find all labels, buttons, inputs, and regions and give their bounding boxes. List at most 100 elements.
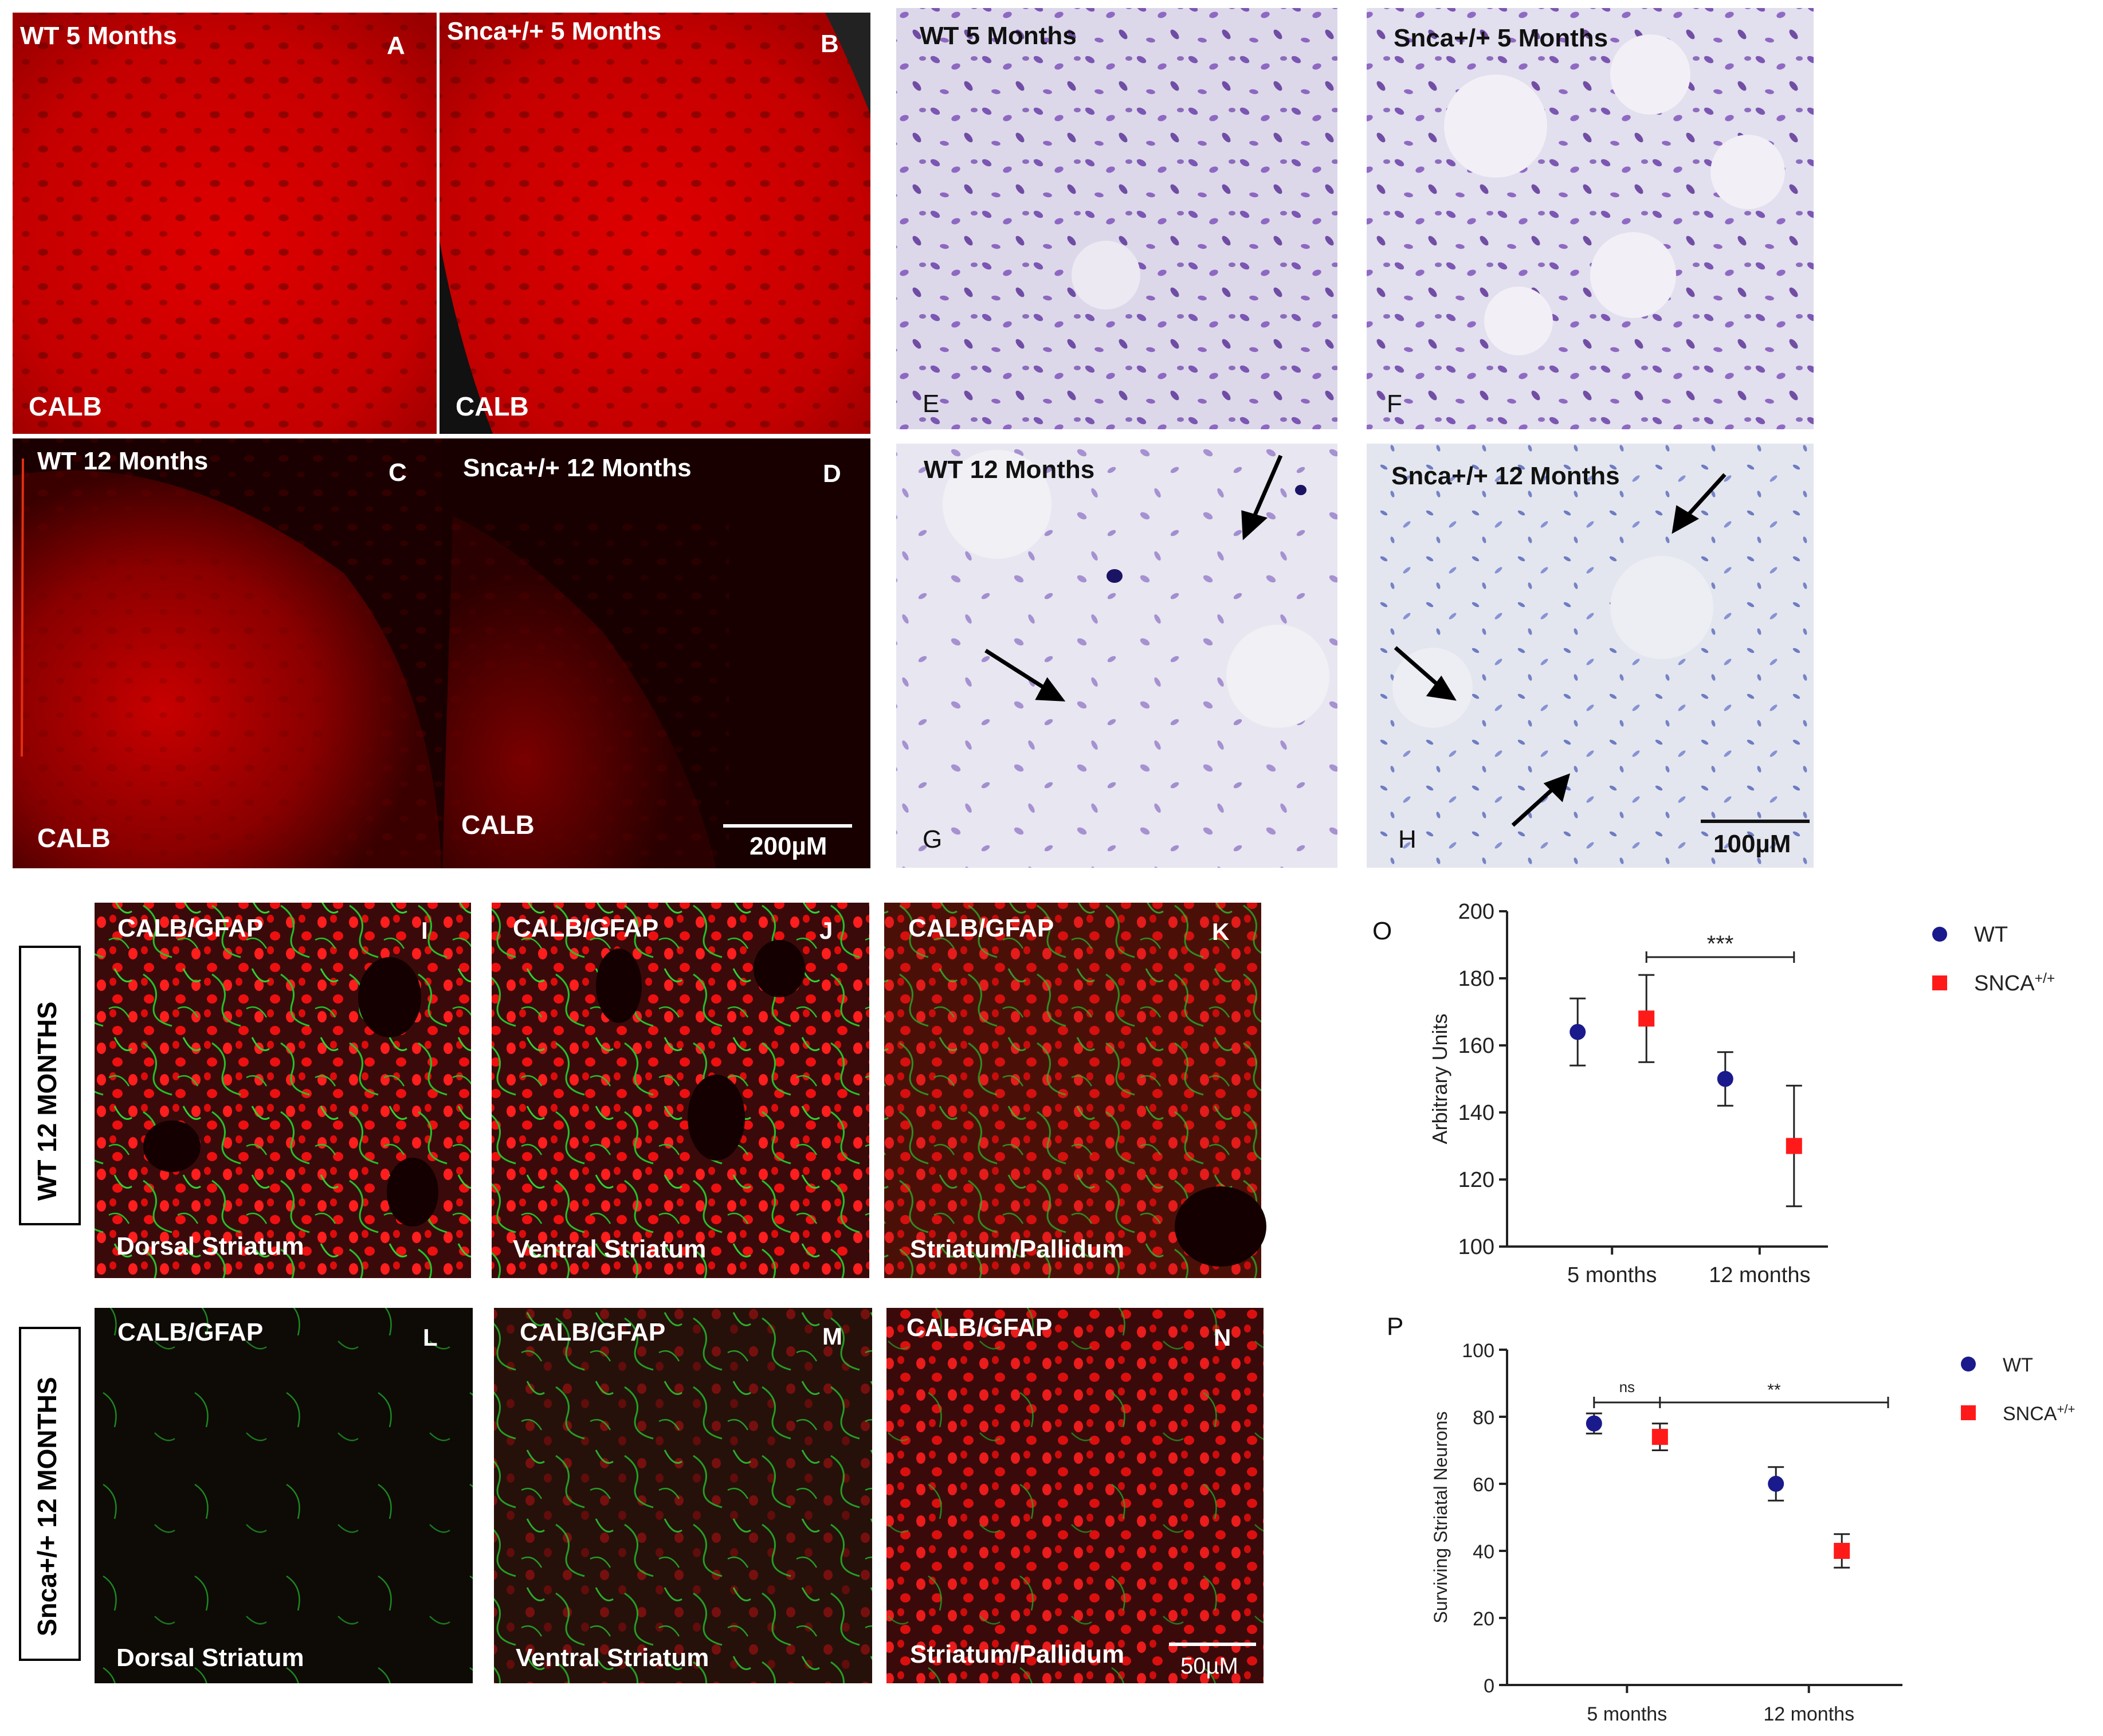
panel-l-region: Dorsal Striatum xyxy=(116,1644,304,1672)
panel-h-title: Snca+/+ 12 Months xyxy=(1391,462,1620,490)
panel-c-image xyxy=(13,438,451,868)
data-point-wt xyxy=(1768,1476,1784,1492)
panel-a-title: WT 5 Months xyxy=(20,22,177,50)
panel-h-letter: H xyxy=(1398,825,1417,853)
panel-g-letter: G xyxy=(923,825,943,853)
x-tick-label: 12 months xyxy=(1763,1703,1854,1725)
sig-label: *** xyxy=(1707,931,1734,957)
legend-label: SNCA+/+ xyxy=(2003,1402,2075,1425)
y-tick-label: 180 xyxy=(1458,967,1494,991)
y-tick-label: 20 xyxy=(1473,1608,1494,1630)
panel-m-region: Ventral Striatum xyxy=(516,1644,709,1672)
panel-h-arrows xyxy=(1394,473,1727,827)
x-tick-label: 12 months xyxy=(1709,1263,1810,1287)
panel-d-scale-bar xyxy=(723,824,852,828)
panel-j-letter: J xyxy=(819,917,833,944)
y-tick-label: 60 xyxy=(1473,1474,1494,1496)
y-tick-label: 100 xyxy=(1458,1235,1494,1259)
data-point-snca xyxy=(1834,1543,1850,1559)
x-tick-label: 5 months xyxy=(1567,1263,1657,1287)
panel-b-letter: B xyxy=(821,30,839,58)
row-label-wt-box xyxy=(19,946,81,1225)
panel-l-image xyxy=(95,1308,473,1683)
panel-l-letter: L xyxy=(423,1324,438,1351)
chart-o-letter: O xyxy=(1372,917,1392,945)
panel-g-arrows xyxy=(984,454,1283,702)
panel-k-letter: K xyxy=(1212,918,1230,945)
y-axis-label: Arbitrary Units xyxy=(1428,1013,1451,1144)
y-tick-label: 160 xyxy=(1458,1034,1494,1058)
panel-e-image xyxy=(896,8,1337,429)
y-tick-label: 0 xyxy=(1484,1675,1494,1697)
panel-n-letter: N xyxy=(1214,1324,1231,1351)
panel-h-scale-bar xyxy=(1701,820,1810,823)
chart-p-letter: P xyxy=(1387,1312,1404,1341)
panel-n-scale-bar xyxy=(1169,1643,1256,1646)
y-tick-label: 80 xyxy=(1473,1407,1494,1429)
panel-h-image xyxy=(1367,444,1814,868)
panel-j-image xyxy=(492,903,869,1278)
panel-d-letter: D xyxy=(823,460,841,488)
panel-m-image xyxy=(494,1308,872,1683)
data-point-snca xyxy=(1651,1429,1668,1445)
x-tick-label: 5 months xyxy=(1587,1703,1667,1725)
data-point-wt xyxy=(1717,1071,1733,1087)
panel-m-stain: CALB/GFAP xyxy=(520,1318,666,1346)
panel-d-title: Snca+/+ 12 Months xyxy=(463,454,692,482)
panel-i-stain: CALB/GFAP xyxy=(117,914,264,942)
panel-l-stain: CALB/GFAP xyxy=(117,1318,264,1346)
row-label-snca: Snca+/+ 12 MONTHS xyxy=(32,1377,62,1637)
panel-k-stain: CALB/GFAP xyxy=(908,914,1054,942)
legend-label: WT xyxy=(2003,1354,2033,1376)
data-point-wt xyxy=(1586,1415,1602,1432)
data-point-wt xyxy=(1570,1024,1586,1040)
y-tick-label: 100 xyxy=(1462,1340,1494,1362)
y-axis-label: Surviving Striatal Neurons xyxy=(1430,1412,1451,1624)
legend-marker-wt xyxy=(1961,1357,1976,1371)
panel-c-letter: C xyxy=(389,459,407,487)
legend-label: WT xyxy=(1974,923,2008,947)
sig-label: ** xyxy=(1767,1381,1781,1400)
panel-j-stain: CALB/GFAP xyxy=(513,914,659,942)
panel-n-region: Striatum/Pallidum xyxy=(910,1640,1125,1668)
chart-p: 0 20 40 60 80 100 Surviving Striatal Neurons 5 … xyxy=(1430,1340,2075,1725)
panel-n-stain: CALB/GFAP xyxy=(907,1314,1053,1342)
y-tick-label: 140 xyxy=(1458,1101,1494,1125)
y-tick-label: 120 xyxy=(1458,1168,1494,1192)
panel-h-scale-label: 100µM xyxy=(1713,830,1791,858)
panel-c-stain: CALB xyxy=(37,823,111,853)
panel-i-image xyxy=(95,903,471,1278)
panel-m-letter: M xyxy=(822,1323,842,1350)
legend-marker-snca xyxy=(1961,1405,1976,1420)
panel-e-letter: E xyxy=(923,390,940,418)
panel-d-scale-label: 200µM xyxy=(750,832,827,860)
legend-marker-snca xyxy=(1932,975,1947,990)
panel-n-scale-label: 50µM xyxy=(1180,1653,1238,1679)
panel-f-image xyxy=(1367,8,1814,429)
y-tick-label: 40 xyxy=(1473,1541,1494,1563)
row-label-wt: WT 12 MONTHS xyxy=(32,1001,62,1201)
chart-o: 100 120 140 160 180 200 Arbitrary Units 5 month… xyxy=(1428,900,2055,1287)
sig-label-ns: ns xyxy=(1619,1378,1635,1396)
panel-a-stain: CALB xyxy=(29,391,102,421)
legend-label: SNCA+/+ xyxy=(1974,971,2055,996)
panel-b-title: Snca+/+ 5 Months xyxy=(447,17,662,45)
panel-k-image xyxy=(884,903,1266,1278)
panel-i-letter: I xyxy=(421,917,428,944)
panel-a-letter: A xyxy=(387,32,405,60)
panel-f-title: Snca+/+ 5 Months xyxy=(1394,24,1608,52)
panel-b-stain: CALB xyxy=(456,391,529,421)
panel-g-title: WT 12 Months xyxy=(924,456,1095,484)
panel-d-stain: CALB xyxy=(461,810,535,840)
data-point-snca xyxy=(1638,1010,1655,1027)
panel-n-image xyxy=(886,1308,1264,1683)
row-label-snca-box xyxy=(19,1327,81,1661)
panel-k-region: Striatum/Pallidum xyxy=(910,1235,1125,1263)
panel-f-letter: F xyxy=(1387,390,1402,418)
panel-d-image xyxy=(442,438,870,868)
panel-e-title: WT 5 Months xyxy=(920,22,1077,50)
panel-i-region: Dorsal Striatum xyxy=(116,1232,304,1260)
y-tick-label: 200 xyxy=(1458,900,1494,924)
data-point-snca xyxy=(1786,1138,1802,1154)
